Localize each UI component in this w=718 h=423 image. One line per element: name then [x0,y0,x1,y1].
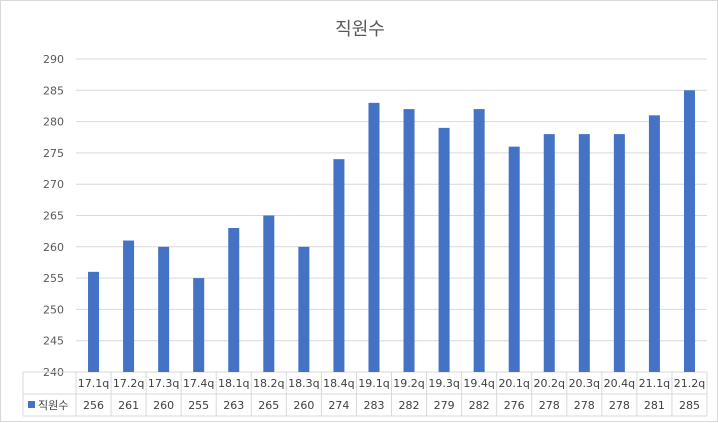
x-tick-label: 17.3q [148,377,179,390]
x-tick-label: 21.2q [674,377,705,390]
x-tick-label: 19.3q [428,377,459,390]
x-tick-label: 17.2q [113,377,144,390]
data-table-value: 260 [153,399,174,412]
y-tick-label: 250 [43,303,64,316]
x-tick-label: 18.2q [253,377,284,390]
bar [123,240,135,372]
y-tick-label: 260 [43,241,64,254]
bar [403,109,415,372]
bar [578,134,590,372]
data-table-value: 281 [644,399,665,412]
bar [88,271,100,372]
data-table-value: 278 [539,399,560,412]
y-tick-label: 290 [43,53,64,66]
bar [263,215,275,372]
data-table-value: 261 [118,399,139,412]
x-tick-label: 20.2q [534,377,565,390]
x-tick-label: 20.4q [604,377,635,390]
data-table-value: 256 [83,399,104,412]
bar [683,90,695,373]
bar [333,159,345,372]
data-table-value: 278 [609,399,630,412]
data-table-value: 260 [293,399,314,412]
data-table-value: 283 [363,399,384,412]
y-tick-label: 285 [43,84,64,97]
data-table-value: 255 [188,399,209,412]
bar [158,246,170,372]
y-tick-label: 275 [43,147,64,160]
data-table-value: 278 [574,399,595,412]
data-table-value: 276 [504,399,525,412]
x-tick-label: 18.4q [323,377,354,390]
bar [473,109,485,372]
y-tick-label: 280 [43,116,64,129]
legend-label: 직원수 [38,399,68,412]
data-table-value: 274 [328,399,349,412]
x-tick-label: 20.3q [569,377,600,390]
x-tick-label: 20.1q [498,377,529,390]
data-table-value: 285 [679,399,700,412]
data-table-value: 282 [399,399,420,412]
bar [368,102,380,372]
x-tick-label: 17.4q [183,377,214,390]
data-table-value: 263 [223,399,244,412]
legend-swatch [28,401,35,408]
x-tick-label: 18.1q [218,377,249,390]
data-table-value: 265 [258,399,279,412]
bar [228,228,240,372]
bar [193,278,205,372]
data-table-value: 282 [469,399,490,412]
bar [438,127,450,372]
y-tick-label: 265 [43,210,64,223]
bar [648,115,660,372]
bar [543,134,555,372]
y-tick-label: 255 [43,272,64,285]
x-tick-label: 19.1q [358,377,389,390]
y-tick-label: 270 [43,178,64,191]
x-tick-label: 19.2q [393,377,424,390]
bar [613,134,625,372]
data-table-value: 279 [434,399,455,412]
x-tick-label: 18.3q [288,377,319,390]
bar [508,146,520,372]
x-tick-label: 19.4q [463,377,494,390]
bar [298,246,310,372]
y-tick-label: 245 [43,335,64,348]
x-tick-label: 21.1q [639,377,670,390]
x-tick-label: 17.1q [78,377,109,390]
chart-title: 직원수 [335,19,385,40]
